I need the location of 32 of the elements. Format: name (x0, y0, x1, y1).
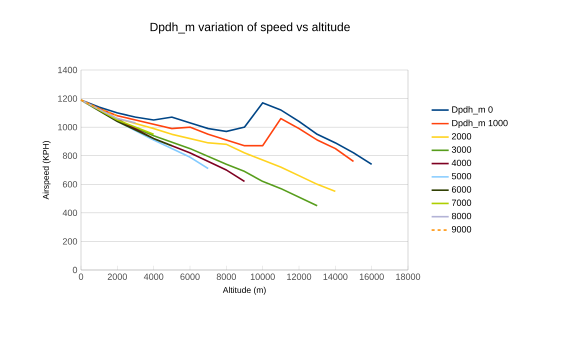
chart-title: Dpdh_m variation of speed vs altitude (150, 22, 350, 34)
y-tick-label: 800 (62, 152, 78, 159)
legend-label: Dpdh_m 1000 (452, 120, 508, 128)
y-tick-label: 1000 (58, 124, 78, 130)
x-tick-label: 12000 (287, 274, 312, 280)
x-tick-label: 2000 (108, 274, 127, 280)
legend-label: 6000 (452, 186, 472, 193)
legend-label: 8000 (452, 212, 472, 220)
y-tick-label: 1400 (58, 66, 78, 74)
y-tick-label: 0 (72, 266, 78, 274)
y-tick-label: 200 (62, 238, 78, 245)
x-tick-label: 0 (78, 274, 84, 280)
x-tick-label: 4000 (144, 274, 164, 280)
x-tick-label: 10000 (250, 274, 275, 280)
y-axis-title: Airspeed (KPH) (42, 141, 51, 200)
legend-label: 9000 (452, 226, 472, 233)
legend-label: 5000 (452, 172, 472, 180)
y-tick-label: 400 (62, 210, 78, 216)
x-tick-label: 6000 (180, 274, 200, 280)
x-tick-label: 8000 (216, 274, 236, 280)
line-series (80, 99, 173, 147)
y-tick-label: 600 (62, 181, 78, 188)
legend-label: 3000 (452, 146, 472, 153)
legend-label: 7000 (452, 200, 472, 206)
x-tick-label: 14000 (324, 274, 348, 280)
legend-label: Dpdh_m 0 (452, 106, 493, 114)
x-tick-label: 16000 (360, 274, 384, 280)
x-tick-label: 18000 (396, 274, 420, 280)
x-axis-title: Altitude (m) (222, 286, 266, 295)
legend-label: 4000 (452, 160, 472, 166)
legend-label: 2000 (452, 133, 472, 140)
y-tick-label: 1200 (58, 95, 78, 102)
